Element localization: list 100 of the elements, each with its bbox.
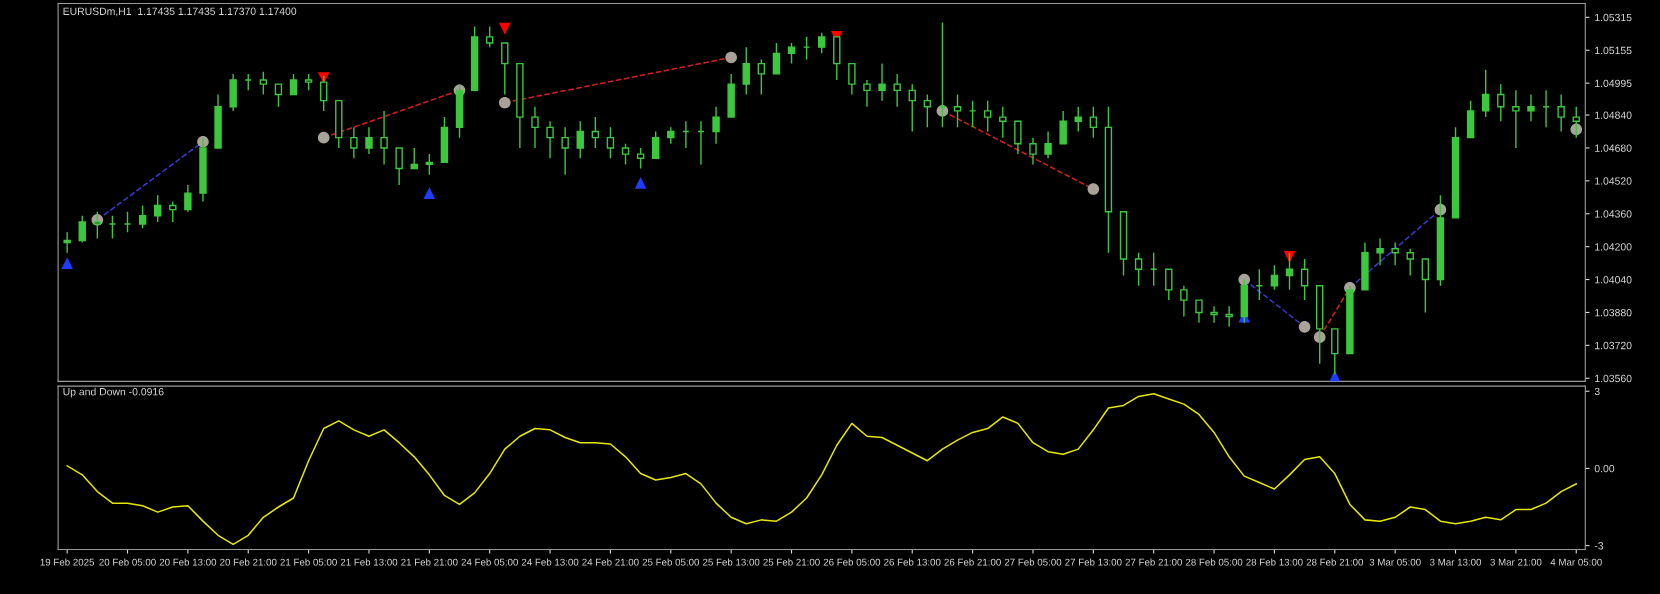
candlestick bbox=[350, 126, 358, 159]
candlestick bbox=[1180, 285, 1188, 318]
candlestick bbox=[1421, 258, 1430, 314]
x-tick-label: 3 Mar 13:00 bbox=[1429, 558, 1482, 566]
x-tick-label: 21 Feb 21:00 bbox=[401, 558, 458, 566]
candlestick bbox=[485, 25, 494, 48]
x-tick-label: 25 Feb 13:00 bbox=[703, 558, 760, 566]
y-tick-label: 0.00 bbox=[1594, 464, 1615, 473]
candlestick bbox=[561, 126, 569, 176]
candlestick bbox=[365, 126, 373, 155]
candlestick bbox=[1225, 305, 1233, 328]
x-tick-label: 25 Feb 05:00 bbox=[642, 558, 700, 566]
candlestick bbox=[712, 106, 720, 145]
x-tick-label: 24 Feb 05:00 bbox=[461, 558, 518, 566]
candlestick bbox=[817, 32, 826, 55]
candlestick bbox=[1074, 106, 1082, 133]
candlestick bbox=[1014, 120, 1022, 155]
candlestick bbox=[1195, 299, 1203, 324]
x-tick-label: 24 Feb 21:00 bbox=[582, 558, 639, 566]
y-tick-label: 1.04680 bbox=[1595, 144, 1632, 152]
candlestick bbox=[772, 42, 781, 75]
candlestick bbox=[1391, 241, 1399, 266]
point bbox=[498, 22, 511, 35]
candlestick bbox=[1089, 106, 1098, 139]
candlestick bbox=[1285, 252, 1294, 291]
x-tick-label: 25 Feb 21:00 bbox=[763, 558, 820, 566]
x-tick-label: 20 Feb 05:00 bbox=[99, 558, 156, 566]
candlestick bbox=[1497, 83, 1505, 122]
candlestick bbox=[289, 73, 298, 96]
candlestick bbox=[1376, 237, 1384, 266]
candlestick bbox=[591, 116, 600, 149]
x-tick-label: 28 Feb 05:00 bbox=[1185, 558, 1243, 566]
candlestick bbox=[1572, 106, 1580, 139]
x-tick-label: 26 Feb 21:00 bbox=[944, 558, 1001, 566]
candlestick bbox=[1165, 268, 1173, 301]
candlestick bbox=[153, 194, 162, 223]
candlestick bbox=[319, 75, 328, 112]
x-tick-label: 19 Feb 2025 bbox=[40, 558, 95, 566]
candlestick bbox=[395, 147, 403, 186]
y-tick-label: 1.03880 bbox=[1595, 308, 1632, 317]
x-tick-label: 27 Feb 21:00 bbox=[1125, 558, 1182, 566]
candlestick bbox=[651, 130, 660, 159]
chart-title: EURUSDm,H1 1.17435 1.17435 1.17370 1.17400 bbox=[63, 7, 297, 17]
y-tick-label: 1.04200 bbox=[1595, 243, 1632, 251]
y-tick-label: 3 bbox=[1594, 387, 1600, 396]
candlestick bbox=[184, 184, 192, 213]
x-tick-label: 21 Feb 05:00 bbox=[280, 558, 337, 566]
y-tick-label: 1.04040 bbox=[1595, 276, 1632, 284]
point bbox=[634, 177, 647, 189]
candlestick bbox=[501, 42, 509, 96]
candlestick bbox=[259, 71, 268, 96]
candlestick bbox=[848, 62, 856, 96]
chart-title: Up and Down -0.0916 bbox=[63, 387, 164, 398]
candlestick bbox=[983, 99, 992, 133]
x-tick-label: 21 Feb 13:00 bbox=[340, 558, 398, 566]
x-tick-label: 28 Feb 13:00 bbox=[1246, 558, 1303, 566]
y-tick-label: 1.05155 bbox=[1595, 46, 1632, 55]
candlestick bbox=[1481, 69, 1490, 118]
candlestick bbox=[1406, 248, 1414, 277]
candlestick bbox=[1300, 258, 1309, 301]
candlestick bbox=[1527, 93, 1535, 122]
x-tick-label: 24 Feb 13:00 bbox=[521, 558, 579, 566]
candlestick bbox=[1557, 93, 1565, 133]
x-tick-label: 20 Feb 21:00 bbox=[220, 558, 277, 566]
point bbox=[1238, 273, 1251, 286]
point bbox=[725, 51, 737, 64]
x-tick-label: 26 Feb 05:00 bbox=[823, 558, 881, 566]
candlestick bbox=[1044, 130, 1052, 159]
candlestick bbox=[621, 143, 630, 166]
x-tick-label: 27 Feb 05:00 bbox=[1004, 558, 1062, 566]
y-tick-label: 1.03720 bbox=[1595, 341, 1632, 350]
candlestick bbox=[531, 106, 539, 149]
y-tick-label: 1.04520 bbox=[1595, 177, 1632, 185]
x-tick-label: 27 Feb 13:00 bbox=[1065, 558, 1122, 566]
x-tick-label: 20 Feb 13:00 bbox=[159, 558, 217, 566]
candlestick bbox=[908, 83, 916, 133]
candlestick bbox=[93, 210, 102, 240]
x-tick-label: 28 Feb 21:00 bbox=[1306, 558, 1364, 566]
candlestick bbox=[380, 110, 388, 166]
candlestick bbox=[606, 126, 615, 159]
point bbox=[317, 131, 330, 144]
candlestick bbox=[923, 93, 932, 129]
x-tick-label: 3 Mar 05:00 bbox=[1369, 558, 1421, 566]
candlestick bbox=[546, 120, 554, 159]
candlestick bbox=[863, 79, 871, 108]
y-tick-label: -3 bbox=[1594, 542, 1604, 550]
candlestick bbox=[953, 93, 962, 129]
x-tick-label: 4 Mar 05:00 bbox=[1550, 558, 1602, 566]
y-tick-label: 1.04840 bbox=[1595, 111, 1632, 119]
candlestick bbox=[1134, 252, 1143, 287]
point bbox=[423, 187, 436, 199]
candlestick bbox=[274, 83, 283, 108]
candlestick bbox=[1512, 89, 1520, 149]
candlestick bbox=[878, 62, 886, 102]
x-tick-label: 26 Feb 13:00 bbox=[884, 558, 941, 566]
y-tick-label: 1.05315 bbox=[1595, 13, 1632, 22]
candlestick bbox=[636, 147, 645, 170]
point bbox=[61, 257, 73, 269]
candlestick bbox=[1059, 110, 1067, 145]
candlestick bbox=[410, 147, 418, 170]
